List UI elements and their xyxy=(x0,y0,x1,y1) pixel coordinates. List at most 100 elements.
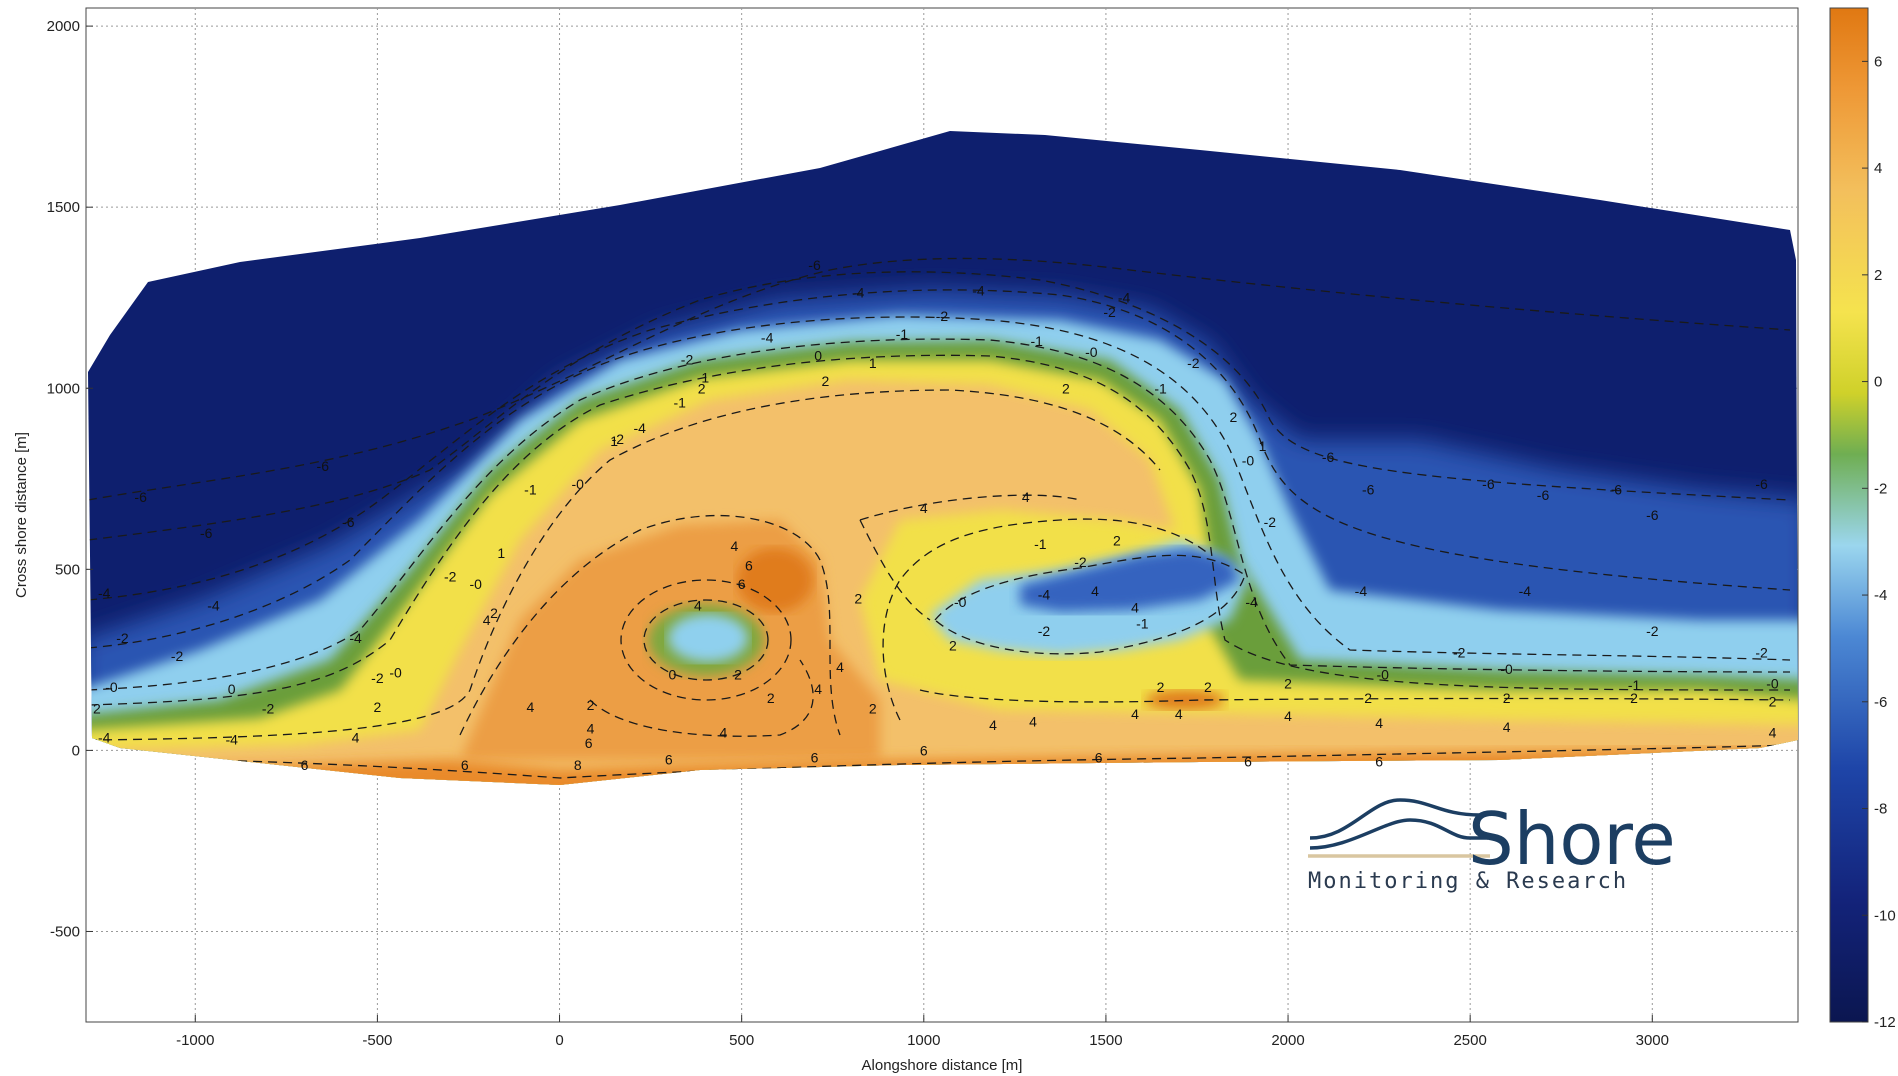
contour-label: -6 xyxy=(1646,507,1659,523)
colorbar: 6 4 2 0 -2 -4 -6 -8 -10 -12 xyxy=(1829,7,1896,1031)
contour-label: 6 xyxy=(461,757,469,773)
contour-label: -4 xyxy=(349,630,362,646)
contour-label: -1 xyxy=(896,326,909,342)
contour-label: 4 xyxy=(1131,706,1139,722)
contour-label: -2 xyxy=(1646,623,1659,639)
contour-label: 6 xyxy=(1244,753,1252,769)
y-tick-label: -500 xyxy=(50,923,80,940)
contour-label: 0 xyxy=(228,681,236,697)
y-tick-label: 500 xyxy=(55,561,80,578)
contour-label: 6 xyxy=(1375,753,1383,769)
contour-label: 4 xyxy=(1175,706,1183,722)
pond xyxy=(668,614,748,662)
contour-label: 4 xyxy=(1284,708,1292,724)
contour-label: -4 xyxy=(225,732,238,748)
contour-label: -2 xyxy=(1103,304,1116,320)
contour-label: 6 xyxy=(920,742,928,758)
contour-label: -2 xyxy=(171,648,184,664)
contour-line xyxy=(589,659,814,737)
contour-label: 4 xyxy=(1769,724,1777,740)
contour-label: -2 xyxy=(116,630,129,646)
contour-label: -1 xyxy=(1154,380,1167,396)
contour-label: 4 xyxy=(483,612,491,628)
y-tick-label: 1500 xyxy=(47,199,80,216)
contour-label: 6 xyxy=(738,576,746,592)
contour-label: 2 xyxy=(698,380,706,396)
contour-label: 4 xyxy=(694,598,702,614)
lagoon-deep xyxy=(1020,548,1240,612)
contour-label: -0 xyxy=(105,679,118,695)
contour-label: 2 xyxy=(822,373,830,389)
contour-label: -1 xyxy=(524,482,537,498)
x-tick-label: 1500 xyxy=(1089,1032,1122,1049)
x-tick-label: -500 xyxy=(362,1032,392,1049)
contour-label: 6 xyxy=(1095,750,1103,766)
contour-label: -2 xyxy=(1038,623,1051,639)
wave-icon xyxy=(1308,798,1490,858)
contour-label: 4 xyxy=(1503,719,1511,735)
contour-line xyxy=(88,354,1791,706)
contour-label: -0 xyxy=(470,576,483,592)
contour-label: 8 xyxy=(574,757,582,773)
colorbar-tick-label: -6 xyxy=(1874,694,1887,711)
contour-line xyxy=(919,689,1791,703)
y-axis-label: Cross shore distance [m] xyxy=(13,432,30,598)
contour-label: 6 xyxy=(301,757,309,773)
contour-label: -2 xyxy=(1074,554,1087,570)
contour-label: -4 xyxy=(1519,583,1532,599)
y-tick-label: 2000 xyxy=(47,18,80,35)
contour-label: 6 xyxy=(665,751,673,767)
contour-label: -4 xyxy=(852,284,865,300)
colorbar-tick-label: -12 xyxy=(1874,1014,1896,1031)
contour-label: 4 xyxy=(1029,713,1037,729)
contour-line xyxy=(620,579,792,701)
y-axis: -500 0 500 1000 1500 2000 xyxy=(47,18,93,940)
contour-label: 2 xyxy=(1364,690,1372,706)
contour-label: -0 xyxy=(389,665,402,681)
contour-label: 0 xyxy=(814,348,822,364)
contour-label: -2 xyxy=(1453,645,1466,661)
colorbar-ticks: 6 4 2 0 -2 -4 -6 -8 -10 -12 xyxy=(1862,53,1896,1031)
colorbar-tick-label: -10 xyxy=(1874,907,1896,924)
colorbar-tick-label: 0 xyxy=(1874,374,1882,391)
contour-line xyxy=(88,271,1791,541)
contour-label: -4 xyxy=(98,585,111,601)
contour-label: -1 xyxy=(1628,677,1641,693)
contour-label: 2 xyxy=(949,637,957,653)
contour-label: 2 xyxy=(1630,690,1638,706)
logo-tagline: Monitoring & Research xyxy=(1308,869,1628,894)
x-tick-label: 2000 xyxy=(1271,1032,1304,1049)
contour-label: 2 xyxy=(1204,679,1212,695)
contour-line xyxy=(934,554,1246,655)
contour-label: -4 xyxy=(972,282,985,298)
contour-label: 0 xyxy=(669,666,677,682)
contour-label: 1 xyxy=(497,545,505,561)
contour-label: -4 xyxy=(1038,587,1051,603)
x-tick-label: 1000 xyxy=(907,1032,940,1049)
contour-line xyxy=(88,289,1791,601)
contour-label: 2 xyxy=(854,590,862,606)
contour-label: 4 xyxy=(730,538,738,554)
x-tick-label: -1000 xyxy=(176,1032,214,1049)
contour-label: -4 xyxy=(761,330,774,346)
colorbar-tick-label: 6 xyxy=(1874,53,1882,70)
contour-label: 4 xyxy=(1375,715,1383,731)
contour-label: 4 xyxy=(526,699,534,715)
contour-label: 2 xyxy=(1284,675,1292,691)
contour-label: -4 xyxy=(1355,583,1368,599)
contour-label: -4 xyxy=(1118,290,1131,306)
x-tick-label: 0 xyxy=(555,1032,563,1049)
shore-logo: Shore Monitoring & Research xyxy=(1308,797,1676,894)
contour-label: -2 xyxy=(1755,645,1768,661)
y-tick-label: 1000 xyxy=(47,380,80,397)
contour-label: 4 xyxy=(720,724,728,740)
contour-label: 4 xyxy=(1091,583,1099,599)
contour-label: 2 xyxy=(1113,532,1121,548)
contour-label: -6 xyxy=(134,489,147,505)
x-tick-label: 2500 xyxy=(1453,1032,1486,1049)
contour-label: 2 xyxy=(1769,694,1777,710)
contour-label: 2 xyxy=(1230,409,1238,425)
high-patch xyxy=(1145,690,1225,710)
contour-label: 1 xyxy=(701,369,709,385)
colorbar-gradient xyxy=(1829,7,1869,1023)
